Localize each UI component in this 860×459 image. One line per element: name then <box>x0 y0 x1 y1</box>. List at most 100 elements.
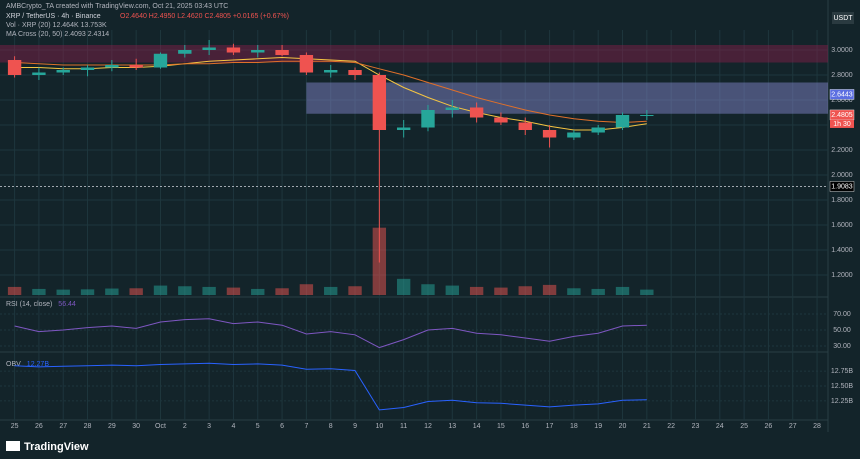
pane-title: XRP / TetherUS · 4h · Binance <box>6 13 101 20</box>
candle-body <box>396 127 411 130</box>
candle-body <box>275 50 289 55</box>
volume-bar <box>226 287 241 295</box>
volume-bar <box>299 284 314 295</box>
candle-body <box>445 107 459 110</box>
x-tick-label: 17 <box>546 423 554 430</box>
countdown-box <box>830 119 854 128</box>
volume-bar <box>7 286 22 295</box>
x-tick-label: 10 <box>375 423 383 430</box>
candle-body <box>640 115 654 116</box>
volume-bar <box>615 286 630 295</box>
x-tick-label: 13 <box>448 423 456 430</box>
candle-body <box>494 117 508 123</box>
candle-body <box>32 72 46 75</box>
ohlc: O2.4640 H2.4950 L2.4620 C2.4805 +0.0165 … <box>120 13 289 20</box>
candle-body <box>299 55 314 73</box>
candle-body <box>567 132 581 138</box>
candle-body <box>7 60 22 75</box>
x-tick-label: 16 <box>521 423 529 430</box>
volume-bar <box>324 286 338 295</box>
x-tick-label: 15 <box>497 423 505 430</box>
credit: AMBCrypto_TA created with TradingView.co… <box>6 3 228 10</box>
volume-bar <box>518 286 532 295</box>
volume-bar <box>421 284 435 295</box>
indicator-legend: Vol · XRP (20) 12.464K 13.753K <box>6 22 107 29</box>
candle-body <box>324 70 338 73</box>
x-tick-label: 4 <box>231 423 235 430</box>
candle-body <box>178 50 192 54</box>
candle-body <box>153 53 168 68</box>
y-tick-label: 1.8000 <box>831 197 853 204</box>
x-tick-label: 25 <box>11 423 19 430</box>
volume-bar <box>494 287 508 295</box>
volume-bar <box>153 285 168 295</box>
x-tick-label: 24 <box>716 423 724 430</box>
x-tick-label: 28 <box>84 423 92 430</box>
volume-bar <box>56 289 70 295</box>
x-tick-label: Oct <box>155 423 166 430</box>
indicator-line <box>14 318 647 349</box>
y-tick-label: 30.00 <box>833 343 851 350</box>
y-tick-label: 50.00 <box>833 327 851 334</box>
legend-value: 56.44 <box>58 301 76 308</box>
zone <box>306 82 828 114</box>
x-tick-label: 30 <box>132 423 140 430</box>
candle-body <box>105 65 119 68</box>
volume-bar <box>32 288 46 295</box>
candle-body <box>421 110 435 128</box>
y-tick-label: 12.25B <box>831 398 854 405</box>
y-tick-label: 2.2000 <box>831 147 853 154</box>
y-tick-label: 12.75B <box>831 368 854 375</box>
price-label-box <box>829 89 855 100</box>
indicator-line <box>14 362 647 411</box>
legend-value: 12.27B <box>27 361 50 368</box>
volume-bar <box>178 286 192 295</box>
pane-title: RSI (14, close) <box>6 301 52 308</box>
candle-body <box>372 75 387 130</box>
logo-text: TradingView <box>24 441 89 453</box>
volume-bar <box>640 289 654 295</box>
y-tick-label: 3.0000 <box>831 47 853 54</box>
x-tick-label: 7 <box>304 423 308 430</box>
volume-bar <box>251 288 265 295</box>
x-tick-label: 26 <box>35 423 43 430</box>
x-tick-label: 14 <box>473 423 481 430</box>
indicator-legend: MA Cross (20, 50) 2.4093 2.4314 <box>6 31 109 38</box>
y-tick-label: 2.0000 <box>831 172 853 179</box>
candle-body <box>129 65 143 68</box>
currency: USDT <box>833 15 853 22</box>
x-tick-label: 19 <box>594 423 602 430</box>
x-tick-label: 23 <box>692 423 700 430</box>
x-tick-label: 27 <box>789 423 797 430</box>
y-tick-label: 12.50B <box>831 383 854 390</box>
x-tick-label: 18 <box>570 423 578 430</box>
x-tick-label: 5 <box>256 423 260 430</box>
y-tick-label: 1.4000 <box>831 247 853 254</box>
currency-box <box>832 12 854 24</box>
volume-bar <box>567 288 581 295</box>
candle-body <box>542 130 557 138</box>
countdown: 1h 30 <box>833 121 851 128</box>
logo: TradingView <box>6 441 89 453</box>
x-tick-label: 2 <box>183 423 187 430</box>
x-tick-label: 12 <box>424 423 432 430</box>
y-tick-label: 2.8000 <box>831 72 853 79</box>
x-tick-label: 6 <box>280 423 284 430</box>
volume-bar <box>129 288 143 295</box>
pane-title: OBV <box>6 361 21 368</box>
x-tick-label: 27 <box>59 423 67 430</box>
price-label-box <box>829 181 855 192</box>
y-tick-label: 2.6000 <box>831 97 853 104</box>
candle-body <box>615 115 630 128</box>
candle-body <box>80 67 95 70</box>
y-tick-label: 1.6000 <box>831 222 853 229</box>
logo-icon <box>6 441 20 451</box>
volume-bar <box>542 284 557 295</box>
volume-bar <box>396 278 411 295</box>
price-label: 1.9083 <box>831 183 853 190</box>
candle-body <box>226 47 241 53</box>
candle-body <box>348 70 362 75</box>
